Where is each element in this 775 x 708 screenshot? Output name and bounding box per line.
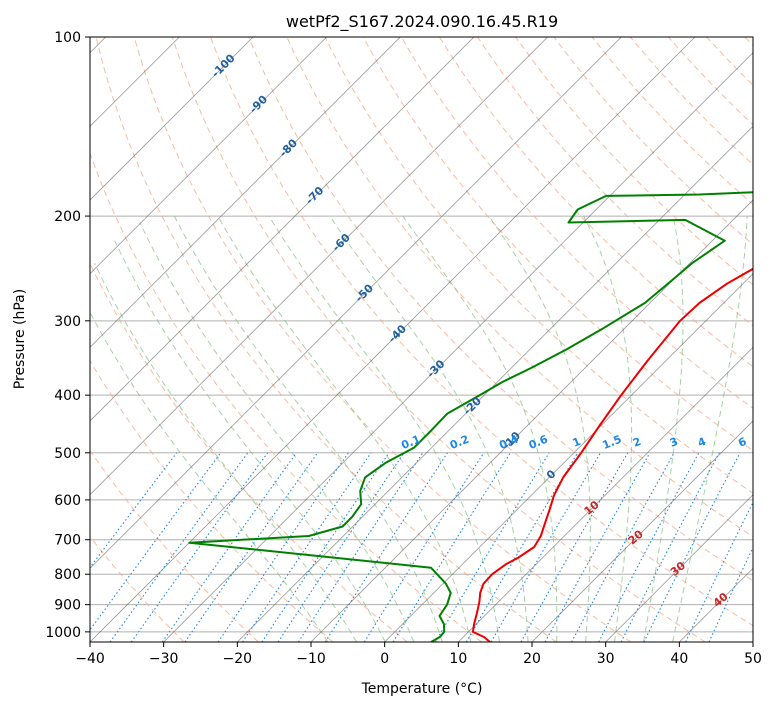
mixing-ratio-line [363,452,485,642]
grid-layer [90,37,753,642]
dry-adiabat [362,37,753,452]
y-tick-label: 500 [54,446,81,462]
moist-adiabat [217,215,472,642]
mixing-ratio-line [130,452,269,642]
dry-adiabat [210,37,753,627]
dry-adiabat [286,37,753,538]
isotherm-line [531,420,753,642]
y-tick-label: 1000 [45,625,81,641]
x-tick-label: 30 [597,651,615,667]
x-tick-label: −10 [296,651,326,667]
x-axis-label: Temperature (°C) [361,681,483,697]
dry-adiabat [248,37,753,582]
mixing-ratio-label: 1 [571,435,583,450]
isotherm-line [237,125,753,642]
mixing-ratio-line [620,452,720,642]
isotherm-line [458,346,753,642]
isotherm-line [90,37,401,348]
mixing-ratio-line [465,452,579,642]
dry-adiabat [438,37,753,368]
mixing-ratio-line [277,452,405,642]
mixing-ratio-line [184,452,319,642]
dewpoint-profile [188,191,753,642]
mixing-ratio-line [544,452,651,642]
x-tick-label: 40 [670,651,688,667]
data-layer [188,191,753,642]
y-tick-label: 100 [54,30,81,46]
y-tick-label: 200 [54,209,81,225]
isotherm-line [90,37,548,496]
y-tick-label: 300 [54,314,81,330]
moist-adiabat [488,215,591,642]
dry-adiabat [171,37,706,642]
chart-title: wetPf2_S167.2024.090.16.45.R19 [286,12,558,32]
dry-adiabat [95,37,557,642]
moist-adiabat [268,215,500,642]
isotherm-line [90,37,327,275]
isotherm-line [163,52,753,642]
x-tick-label: −20 [223,651,253,667]
isotherm-line [90,37,254,201]
y-axis-label: Pressure (hPa) [12,289,28,389]
moist-adiabat [173,215,443,642]
dry-adiabat [90,262,408,642]
y-tick-label: 900 [54,598,81,614]
mixing-ratio-line [490,452,601,642]
mixing-ratio-line [520,452,629,642]
mixing-ratio-line [90,452,222,631]
moist-adiabat [329,215,529,642]
axis-ticks: −40 −30 −20 −10 0 10 20 30 40 50 1000 900 800 700 600 5… [45,30,762,667]
temperature-profile [471,267,753,642]
dry-adiabat [553,37,753,246]
isoline-label-layer: -100-90-80-70-60-50-40-30-20-10010203040… [209,51,749,609]
mixing-ratio-line [161,452,297,642]
isotherm-line [605,494,753,642]
isotherm-line [90,37,696,642]
isotherm-line [90,37,622,569]
moist-adiabat [114,240,386,642]
dry-adiabat [629,37,753,166]
moist-adiabat [672,216,748,642]
mixing-ratio-line [324,452,448,642]
isotherm-line [310,199,753,642]
mixing-ratio-line [643,452,741,642]
y-tick-label: 600 [54,493,81,509]
y-tick-label: 800 [54,567,81,583]
x-tick-label: 0 [380,651,389,667]
dry-adiabat [90,535,185,642]
y-tick-label: 700 [54,533,81,549]
moist-adiabat [583,215,633,642]
isotherm-line [90,37,475,422]
dry-adiabat [515,37,753,286]
mixing-ratio-line [685,501,753,642]
dry-adiabat [324,37,753,494]
x-tick-label: −30 [149,651,179,667]
x-tick-label: 10 [449,651,467,667]
x-tick-label: 20 [523,651,541,667]
moist-adiabat [139,222,415,642]
mixing-ratio-line [434,452,550,642]
mixing-ratio-line [297,452,424,642]
mixing-ratio-label: 2 [631,435,643,450]
isotherm-line [384,273,753,642]
moist-adiabat [90,311,329,642]
y-tick-label: 400 [54,388,81,404]
moist-adiabat [94,262,358,642]
mixing-ratio-line [90,452,178,569]
mixing-ratio-line [392,452,511,642]
plot-frame [89,36,754,643]
dry-adiabat [90,449,259,642]
x-tick-label: 50 [744,651,762,667]
mixing-ratio-label: 3 [668,435,680,450]
dry-adiabat [133,37,632,642]
mixing-ratio-line [109,452,249,642]
x-tick-label: −40 [75,651,105,667]
